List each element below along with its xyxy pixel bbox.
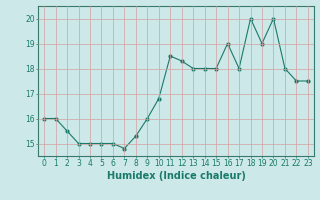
X-axis label: Humidex (Indice chaleur): Humidex (Indice chaleur) <box>107 171 245 181</box>
